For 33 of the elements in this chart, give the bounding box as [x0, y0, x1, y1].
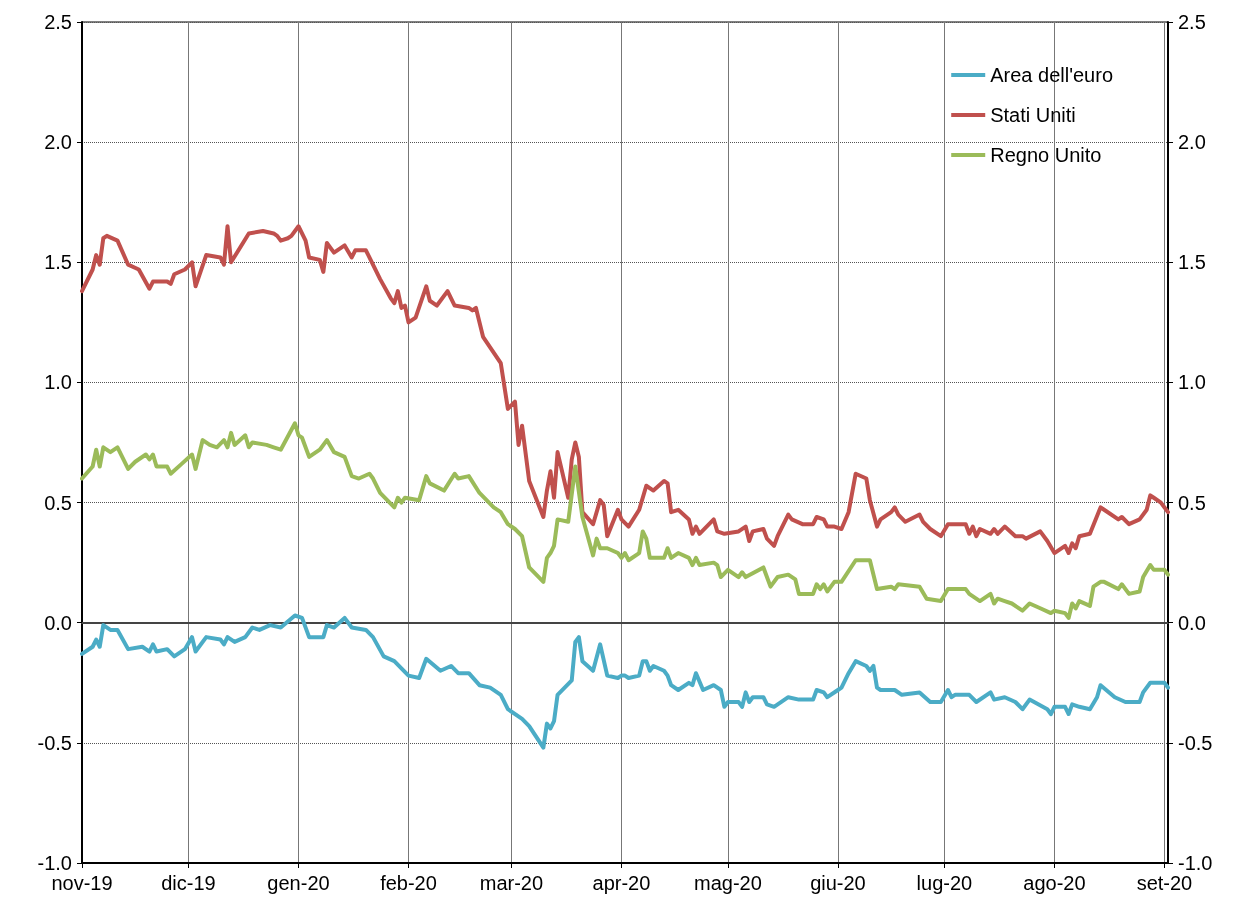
x-tick-label: lug-20 — [916, 872, 973, 894]
legend-label: Area dell'euro — [990, 64, 1114, 86]
y-tick-label: 2.5 — [44, 11, 72, 33]
line-series — [80, 421, 1170, 620]
x-tick-label: nov-19 — [51, 872, 113, 894]
line-series — [80, 613, 1170, 750]
y2-tick-label: 1.0 — [1178, 371, 1206, 394]
y-tick-label: 0.0 — [44, 611, 72, 634]
y-tick-label: -1.0 — [37, 852, 72, 874]
x-tick-label: set-20 — [1136, 872, 1193, 894]
x-tick-label: apr-20 — [592, 872, 651, 894]
y-tick-label: -0.5 — [37, 731, 72, 754]
y-tick-label: 1.0 — [44, 371, 72, 394]
y2-tick-label: 1.5 — [1178, 251, 1206, 274]
x-tick-label: ago-20 — [1023, 872, 1086, 894]
y2-tick-label: 2.5 — [1178, 11, 1206, 33]
y2-tick-label: 2.0 — [1178, 131, 1206, 154]
x-tick-label: mag-20 — [694, 872, 762, 894]
y2-tick-label: -0.5 — [1178, 731, 1213, 754]
x-tick-label: feb-20 — [380, 872, 437, 894]
y2-tick-label: 0.5 — [1178, 491, 1206, 514]
line-series — [80, 224, 1170, 556]
x-tick-label: gen-20 — [267, 872, 330, 894]
legend-label: Stati Uniti — [990, 104, 1076, 126]
y2-tick-label: -1.0 — [1178, 852, 1213, 874]
y-tick-label: 2.0 — [44, 131, 72, 154]
y2-tick-label: 0.0 — [1178, 611, 1206, 634]
x-tick-label: giu-20 — [810, 872, 866, 894]
legend-label: Regno Unito — [990, 144, 1102, 166]
x-tick-label: dic-19 — [161, 872, 216, 894]
y-tick-label: 1.5 — [44, 251, 72, 274]
y-tick-label: 0.5 — [44, 491, 72, 514]
x-tick-label: mar-20 — [479, 872, 544, 894]
